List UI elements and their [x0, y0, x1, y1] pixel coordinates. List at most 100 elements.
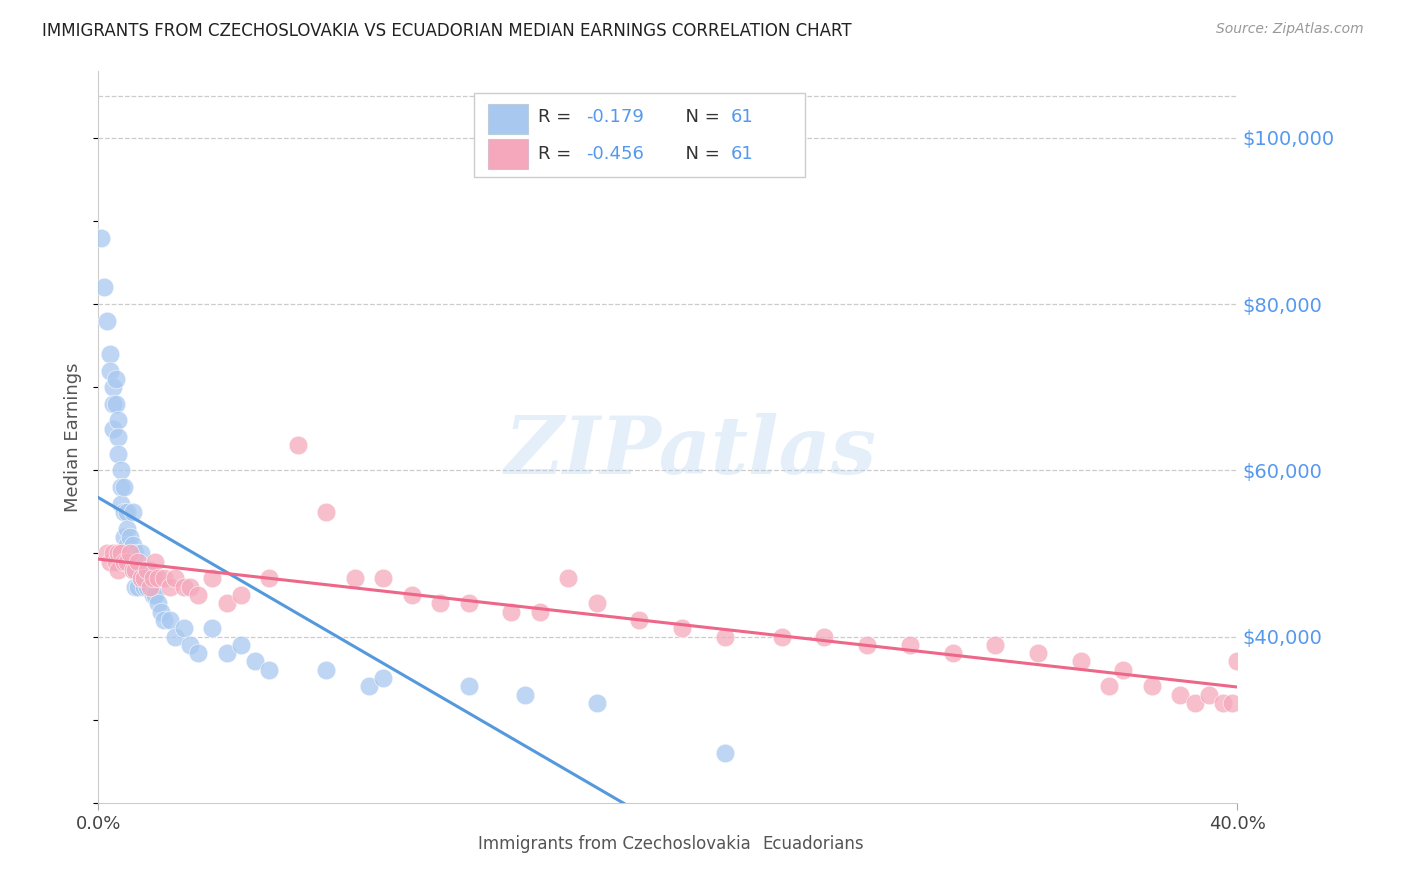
Point [110, 480, 132, 494]
Point [107, 546, 129, 560]
Point [124, 580, 146, 594]
Text: R =: R = [538, 109, 576, 127]
Point [179, 580, 201, 594]
Point [315, 505, 337, 519]
Text: Immigrants from Czechoslovakia: Immigrants from Czechoslovakia [478, 836, 751, 854]
Point [179, 638, 201, 652]
Point [1184, 696, 1206, 710]
Point [529, 605, 551, 619]
Point [165, 571, 187, 585]
Point [287, 438, 309, 452]
Point [132, 580, 155, 594]
Point [1140, 680, 1163, 694]
Text: 61: 61 [731, 145, 754, 163]
Point [141, 571, 163, 585]
Point [132, 571, 155, 585]
Point [138, 580, 160, 594]
Point [343, 571, 366, 585]
FancyBboxPatch shape [434, 837, 468, 853]
Point [132, 563, 155, 577]
FancyBboxPatch shape [474, 94, 804, 178]
Point [153, 571, 176, 585]
Point [259, 571, 281, 585]
Point [1226, 655, 1249, 669]
Point [127, 563, 149, 577]
Point [96, 546, 118, 560]
Point [90, 230, 112, 244]
Point [118, 546, 141, 560]
Point [457, 680, 479, 694]
Point [148, 571, 170, 585]
Text: IMMIGRANTS FROM CZECHOSLOVAKIA VS ECUADORIAN MEDIAN EARNINGS CORRELATION CHART: IMMIGRANTS FROM CZECHOSLOVAKIA VS ECUADO… [42, 22, 852, 40]
Point [112, 530, 135, 544]
Point [1212, 696, 1234, 710]
Point [165, 630, 187, 644]
Point [98, 555, 121, 569]
Point [173, 621, 195, 635]
Point [153, 613, 176, 627]
Point [173, 580, 195, 594]
Point [145, 588, 167, 602]
Point [984, 638, 1007, 652]
Point [898, 638, 921, 652]
Point [201, 571, 224, 585]
Point [104, 555, 127, 569]
Point [148, 596, 170, 610]
Point [401, 588, 423, 602]
Point [124, 546, 146, 560]
Point [107, 447, 129, 461]
Point [96, 314, 118, 328]
Point [110, 546, 132, 560]
Point [373, 671, 395, 685]
Point [141, 588, 163, 602]
Point [229, 588, 252, 602]
Point [150, 605, 173, 619]
Point [115, 546, 138, 560]
Point [121, 563, 143, 577]
Text: N =: N = [673, 109, 725, 127]
Text: ZIPatlas: ZIPatlas [505, 413, 877, 491]
Point [101, 397, 124, 411]
Point [315, 663, 337, 677]
Point [585, 696, 607, 710]
Point [118, 530, 141, 544]
Point [107, 563, 129, 577]
Text: R =: R = [538, 145, 576, 163]
Point [127, 580, 149, 594]
Point [942, 646, 965, 660]
Point [129, 546, 152, 560]
Point [671, 621, 693, 635]
Point [557, 571, 579, 585]
Point [187, 588, 209, 602]
Point [138, 563, 160, 577]
Point [187, 646, 209, 660]
Point [259, 663, 281, 677]
Point [1112, 663, 1135, 677]
FancyBboxPatch shape [488, 104, 527, 134]
Point [215, 646, 238, 660]
Text: Ecuadorians: Ecuadorians [762, 836, 865, 854]
Point [107, 430, 129, 444]
Point [813, 630, 835, 644]
Point [357, 680, 380, 694]
Point [98, 347, 121, 361]
Point [129, 571, 152, 585]
Point [714, 746, 737, 760]
Point [101, 422, 124, 436]
Point [121, 563, 143, 577]
Point [145, 555, 167, 569]
Text: -0.179: -0.179 [586, 109, 644, 127]
Point [93, 280, 115, 294]
Point [1070, 655, 1092, 669]
Point [1026, 646, 1049, 660]
FancyBboxPatch shape [718, 837, 754, 853]
Point [124, 563, 146, 577]
Point [115, 555, 138, 569]
Point [115, 538, 138, 552]
Point [1170, 688, 1192, 702]
Point [159, 580, 181, 594]
Point [215, 596, 238, 610]
Point [112, 555, 135, 569]
Point [1220, 696, 1243, 710]
Point [628, 613, 651, 627]
